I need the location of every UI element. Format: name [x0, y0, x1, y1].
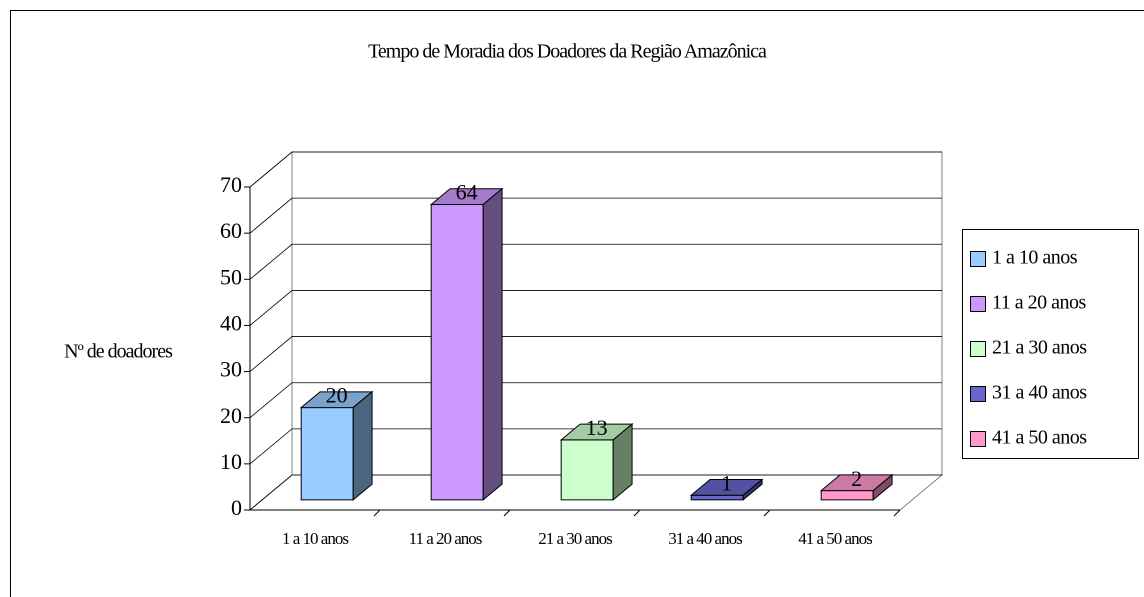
value-label: 13	[586, 415, 608, 440]
grid-line	[249, 336, 942, 372]
x-tick-label: 21 a 30 anos	[538, 529, 612, 548]
value-label: 2	[851, 466, 862, 491]
value-label: 1	[721, 470, 732, 495]
grid-line	[249, 474, 942, 511]
x-tick-label: 31 a 40 anos	[668, 529, 742, 548]
bar-side	[872, 473, 893, 501]
legend-label: 31 a 40 anos	[992, 382, 1087, 404]
y-tick-label: 40	[220, 310, 242, 335]
grid-line	[249, 290, 942, 326]
bar-side	[742, 478, 763, 501]
legend-label: 41 a 50 anos	[992, 427, 1087, 449]
y-tick-label: 60	[220, 218, 242, 243]
value-label: 64	[456, 180, 478, 205]
x-tick	[373, 509, 381, 517]
y-axis-label: Nº de doadores	[64, 341, 173, 363]
bar-side	[612, 423, 633, 501]
bar-front	[690, 494, 744, 501]
y-tick-label: 30	[220, 357, 242, 382]
y-tick-label: 0	[231, 495, 242, 520]
legend-swatch	[970, 341, 986, 357]
grid-line	[249, 243, 942, 280]
bar-front	[560, 439, 614, 501]
y-tick-label: 20	[220, 403, 242, 428]
legend-swatch	[970, 296, 986, 312]
chart-title: Tempo de Moradia dos Doadores da Região …	[368, 41, 767, 63]
y-tick-label: 10	[220, 449, 242, 474]
y-tick-label: 50	[220, 264, 242, 289]
bar-front	[300, 407, 354, 501]
grid-line	[249, 197, 942, 234]
bar-side	[352, 390, 373, 501]
x-tick	[763, 509, 771, 517]
legend	[962, 229, 1139, 459]
bar-side	[482, 187, 503, 501]
legend-label: 21 a 30 anos	[992, 337, 1087, 359]
bar-front	[430, 204, 484, 501]
legend-swatch	[970, 431, 986, 447]
x-tick	[633, 509, 641, 517]
x-tick	[503, 509, 511, 517]
legend-swatch	[970, 251, 986, 267]
x-tick-label: 1 a 10 anos	[282, 529, 348, 548]
x-tick-label: 11 a 20 anos	[409, 529, 482, 548]
bar-front	[820, 490, 874, 501]
value-label: 20	[326, 383, 348, 408]
legend-label: 11 a 20 anos	[992, 292, 1087, 314]
grid-line	[249, 382, 942, 419]
y-tick-label: 70	[220, 172, 242, 197]
grid-line	[249, 151, 942, 188]
legend-swatch	[970, 386, 986, 402]
legend-label: 1 a 10 anos	[992, 247, 1078, 269]
grid-line	[249, 428, 942, 465]
left-wall	[249, 150, 293, 512]
x-tick	[893, 509, 901, 517]
x-tick-label: 41 a 50 anos	[798, 529, 872, 548]
